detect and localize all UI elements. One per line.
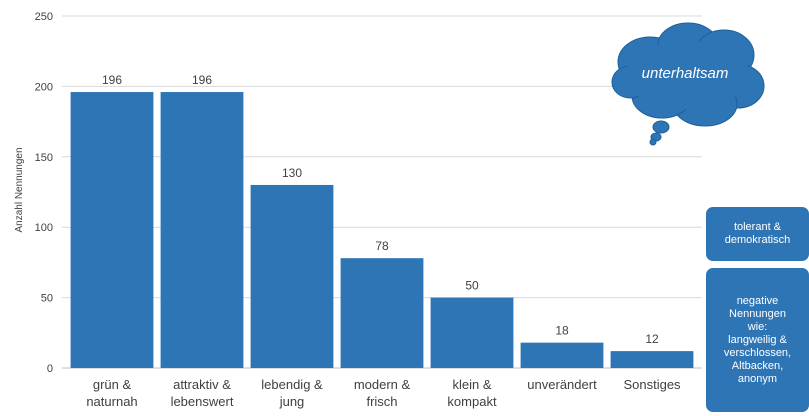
- annotation-box-tolerant: tolerant & demokratisch: [706, 207, 809, 261]
- category-label: Sonstiges: [623, 377, 681, 392]
- bar-value-label: 196: [102, 73, 122, 87]
- bar-value-label: 12: [645, 332, 659, 346]
- bar: [340, 258, 424, 368]
- value-labels: 196 196 130 78 50 18 12: [102, 73, 659, 346]
- annotation-tolerant-text: tolerant & demokratisch: [724, 221, 791, 246]
- category-label: jung: [279, 394, 305, 409]
- category-label: modern &: [354, 377, 411, 392]
- y-tick-label: 150: [35, 152, 53, 164]
- y-axis-ticks: 0 50 100 150 200 250: [35, 11, 53, 375]
- y-tick-label: 200: [35, 81, 53, 93]
- bar-value-label: 196: [192, 73, 212, 87]
- annotation-negative-text: negative Nennungen wie: langweilig & ver…: [723, 294, 792, 385]
- y-tick-label: 250: [35, 11, 53, 23]
- y-tick-label: 100: [35, 222, 53, 234]
- category-label: frisch: [366, 394, 397, 409]
- annotation-box-negative: negative Nennungen wie: langweilig & ver…: [706, 268, 809, 412]
- bars: [70, 92, 694, 369]
- thought-cloud: unterhaltsam: [611, 22, 765, 146]
- bar: [430, 297, 514, 368]
- bar: [160, 92, 244, 369]
- bar: [250, 184, 334, 368]
- cloud-label: unterhaltsam: [642, 65, 729, 82]
- bar: [70, 92, 154, 369]
- y-tick-label: 0: [47, 363, 53, 375]
- bar-value-label: 130: [282, 166, 302, 180]
- category-label: klein &: [452, 377, 491, 392]
- y-axis-label: Anzahl Nennungen: [14, 147, 25, 232]
- category-labels: grün & naturnah attraktiv & lebenswert leben…: [86, 377, 681, 409]
- category-label: attraktiv &: [173, 377, 231, 392]
- y-tick-label: 50: [41, 293, 53, 305]
- category-label: lebenswert: [171, 394, 234, 409]
- category-label: kompakt: [447, 394, 497, 409]
- category-label: lebendig &: [261, 377, 323, 392]
- category-label: unverändert: [527, 377, 597, 392]
- bar-value-label: 18: [555, 324, 569, 338]
- bar: [520, 342, 604, 368]
- bar: [610, 351, 694, 368]
- category-label: naturnah: [86, 394, 137, 409]
- category-label: grün &: [93, 377, 132, 392]
- bar-value-label: 78: [375, 239, 389, 253]
- bar-value-label: 50: [465, 279, 479, 293]
